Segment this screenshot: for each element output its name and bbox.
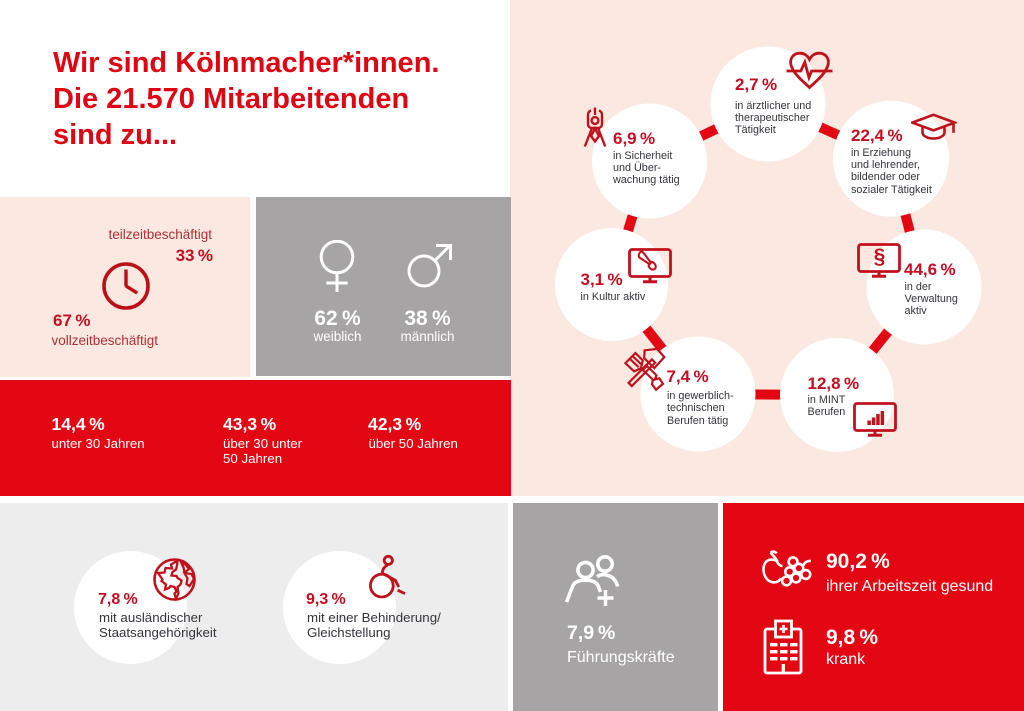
- svg-text:§: §: [874, 245, 886, 268]
